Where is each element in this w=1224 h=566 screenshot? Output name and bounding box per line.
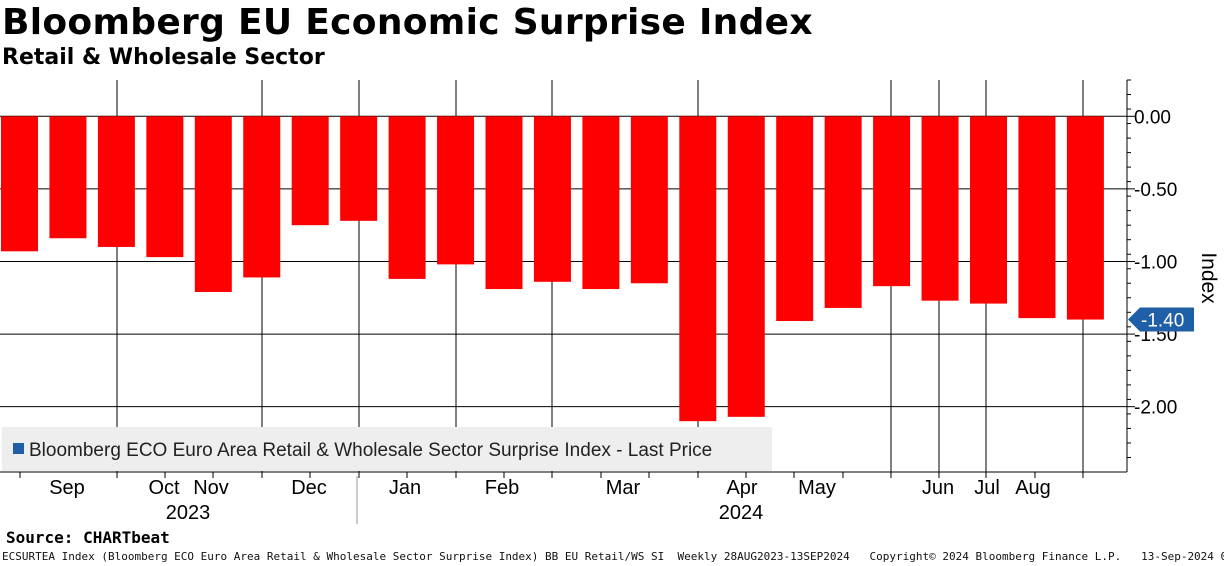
- x-month-label: Oct: [148, 477, 180, 499]
- legend-label: Bloomberg ECO Euro Area Retail & Wholesa…: [29, 440, 712, 461]
- bar: [97, 116, 135, 247]
- bar: [1018, 116, 1056, 319]
- bar: [1, 116, 38, 252]
- bar: [194, 116, 232, 292]
- bar: [679, 116, 717, 422]
- x-year-label: 2024: [719, 502, 764, 524]
- bar: [291, 116, 329, 226]
- y-tick-label: -1.00: [1134, 252, 1177, 273]
- footer-info: ECSURTEA Index (Bloomberg ECO Euro Area …: [2, 550, 1224, 563]
- x-year-label: 2023: [166, 502, 211, 524]
- x-month-label: Apr: [726, 477, 757, 499]
- x-month-label: May: [798, 477, 836, 499]
- last-price-tag: -1.40: [1128, 307, 1194, 332]
- last-price-tag-label: -1.40: [1141, 311, 1184, 332]
- y-tick-label: -2.00: [1134, 398, 1177, 419]
- x-month-label: Jun: [922, 477, 954, 499]
- bar: [340, 116, 378, 221]
- bar-layer: [1, 116, 1104, 422]
- bar: [49, 116, 87, 239]
- y-tick-label: -0.50: [1134, 180, 1177, 201]
- chart-title: Bloomberg EU Economic Surprise Index: [2, 2, 813, 43]
- bar: [824, 116, 862, 308]
- bar: [776, 116, 814, 322]
- chart-subtitle: Retail & Wholesale Sector: [2, 45, 325, 70]
- bar: [921, 116, 959, 301]
- bar: [388, 116, 426, 279]
- y-axis-label: Index: [1197, 252, 1220, 304]
- bar: [533, 116, 571, 282]
- bar: [1066, 116, 1104, 320]
- x-month-label: Mar: [606, 477, 641, 499]
- x-month-label: Aug: [1015, 477, 1051, 499]
- x-month-label: Sep: [49, 477, 85, 499]
- bar: [146, 116, 184, 258]
- bar: [970, 116, 1007, 304]
- last-price-tag-shape: [1128, 307, 1194, 332]
- x-month-label: Jan: [389, 477, 421, 499]
- x-month-label: Jul: [974, 477, 1000, 499]
- bar: [437, 116, 475, 265]
- y-axis: 0.00-0.50-1.00-1.50-2.00: [1127, 79, 1177, 458]
- y-tick-label: 0.00: [1134, 107, 1171, 128]
- legend-marker: [13, 443, 24, 454]
- bar: [630, 116, 668, 284]
- bar: [727, 116, 765, 417]
- bar: [485, 116, 523, 290]
- source-note: Source: CHARTbeat: [6, 528, 170, 547]
- legend-background: [2, 427, 772, 471]
- x-month-label: Feb: [485, 477, 519, 499]
- x-month-label: Dec: [291, 477, 327, 499]
- legend: Bloomberg ECO Euro Area Retail & Wholesa…: [2, 427, 772, 471]
- bar: [873, 116, 911, 287]
- bar: [582, 116, 620, 290]
- x-month-label: Nov: [193, 477, 229, 499]
- x-axis: Sep Oct Nov Dec Jan Feb Mar Apr May Jun Jul Aug 2023…: [19, 472, 1084, 524]
- bar: [243, 116, 281, 278]
